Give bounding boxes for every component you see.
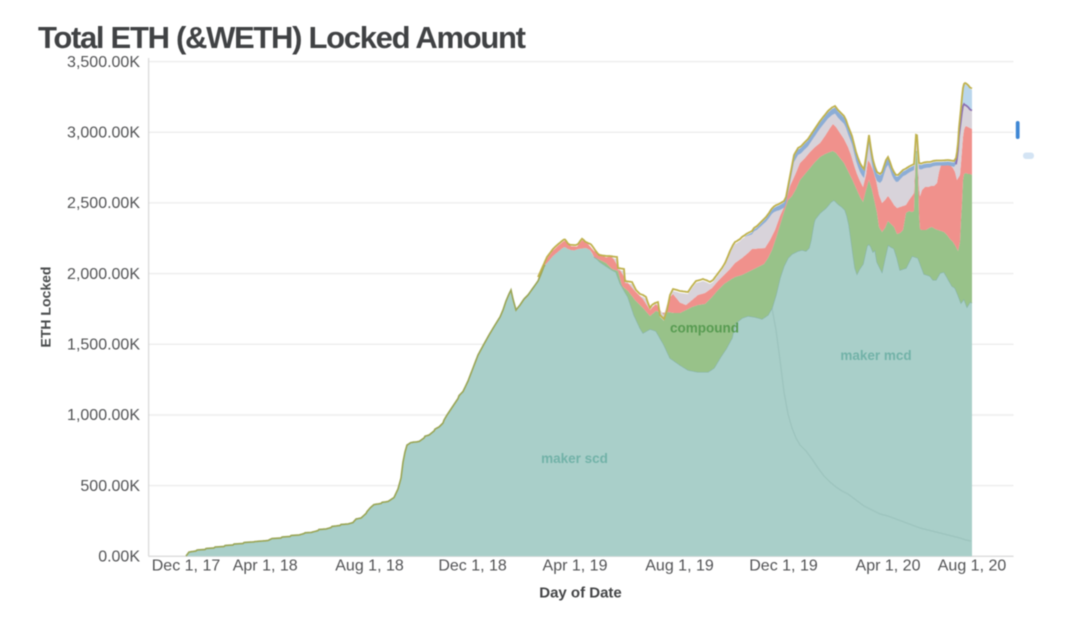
svg-text:3,500.00K: 3,500.00K — [67, 54, 140, 71]
svg-text:1,000.00K: 1,000.00K — [67, 407, 140, 424]
svg-text:Aug 1, 19: Aug 1, 19 — [645, 558, 714, 575]
svg-text:Apr 1, 20: Apr 1, 20 — [856, 558, 921, 575]
svg-text:maker scd: maker scd — [541, 451, 608, 466]
svg-text:compound: compound — [670, 321, 739, 336]
svg-text:Aug 1, 20: Aug 1, 20 — [938, 558, 1007, 575]
svg-text:Dec 1, 17: Dec 1, 17 — [152, 558, 221, 575]
svg-text:ETH Locked: ETH Locked — [38, 267, 54, 348]
svg-text:Apr 1, 19: Apr 1, 19 — [543, 558, 608, 575]
svg-text:Total ETH (&WETH) Locked Amoun: Total ETH (&WETH) Locked Amount — [38, 20, 526, 55]
svg-text:1,500.00K: 1,500.00K — [67, 337, 140, 354]
svg-text:0.00K: 0.00K — [98, 549, 140, 566]
svg-text:500.00K: 500.00K — [80, 478, 140, 495]
svg-text:2,500.00K: 2,500.00K — [67, 195, 140, 212]
svg-text:maker mcd: maker mcd — [840, 348, 911, 363]
svg-text:2,000.00K: 2,000.00K — [67, 266, 140, 283]
svg-text:Day of Date: Day of Date — [539, 585, 622, 602]
svg-text:Apr 1, 18: Apr 1, 18 — [233, 558, 298, 575]
svg-text:Dec 1, 19: Dec 1, 19 — [749, 558, 818, 575]
svg-text:Dec 1, 18: Dec 1, 18 — [438, 558, 507, 575]
svg-text:Aug 1, 18: Aug 1, 18 — [335, 558, 404, 575]
svg-text:3,000.00K: 3,000.00K — [67, 125, 140, 142]
